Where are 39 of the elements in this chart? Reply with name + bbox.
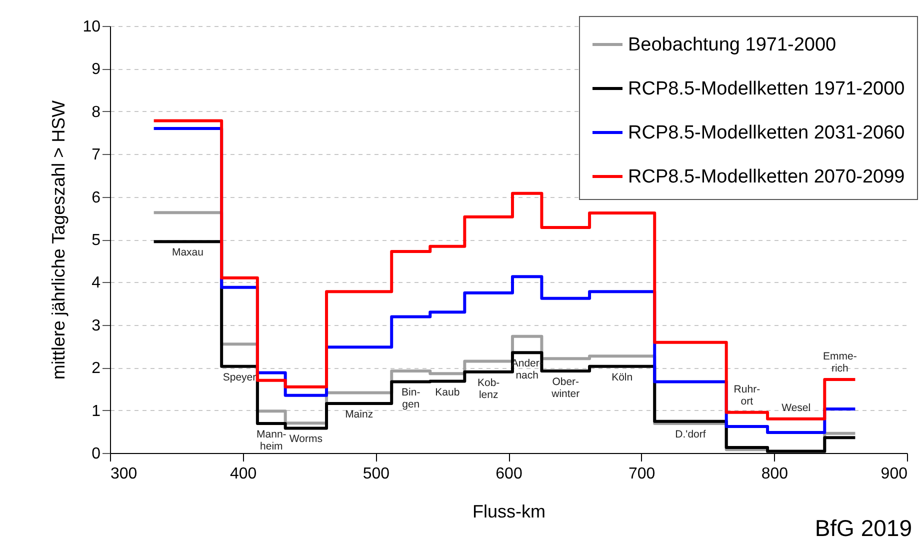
y-tick-label: 0 [92,446,101,462]
annotation: Emme- rich [822,350,858,375]
annotation: Ober- winter [550,376,580,400]
y-tick-label: 3 [92,317,101,334]
annotation: Kob- lenz [477,376,500,401]
legend-label: Beobachtung 1971-2000 [628,34,836,56]
y-tick-label: 6 [92,189,101,206]
legend-label: RCP8.5-Modellketten 2070-2099 [628,166,905,188]
y-tick-label: 7 [92,146,101,164]
legend-label: RCP8.5-Modellketten 1971-2000 [628,78,905,100]
legend-label: RCP8.5-Modellketten 2031-2060 [628,122,905,144]
y-tick-label: 8 [92,104,101,121]
y-axis-title: mittlere jährliche Tageszahl > HSW [48,100,69,380]
annotation: Ruhr- ort [734,383,761,408]
x-tick-label: 700 [628,466,656,482]
y-tick-label: 1 [92,402,101,420]
x-tick-label: 400 [230,466,257,482]
x-tick-label: 900 [880,466,908,482]
text: BfG 2019 [814,515,912,541]
annotation: Wesel [782,402,811,414]
annotation: Mann- heim [256,428,287,453]
y-tick-label: 2 [92,360,101,378]
y-tick-label: 9 [92,61,101,78]
annotation: D.'dorf [675,428,706,441]
annotation: Speyer [222,371,257,384]
annotation: Bin- gen [402,386,421,411]
annotation: Kaub [435,386,460,398]
x-tick-label: 800 [761,466,788,482]
y-tick-label: 4 [92,274,101,292]
y-tick-label: 10 [82,18,101,36]
x-axis-title: Fluss-km [472,502,546,522]
x-tick-label: 300 [110,466,138,482]
annotation: Maxau [172,246,204,259]
x-tick-label: 600 [496,466,522,482]
annotation: Köln [612,371,633,384]
annotation: Worms [289,433,322,446]
annotation: Mainz [345,408,374,420]
x-tick-label: 500 [362,466,390,482]
y-tick-label: 5 [92,232,101,249]
